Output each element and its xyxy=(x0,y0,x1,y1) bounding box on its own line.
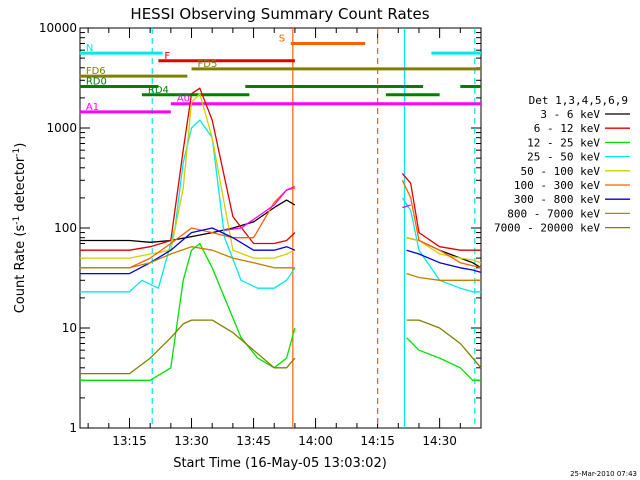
legend-label: 6 - 12 keV xyxy=(534,122,601,135)
series-line xyxy=(79,93,296,259)
flag-label: S xyxy=(279,33,285,44)
x-tick-label: 13:15 xyxy=(112,434,147,448)
y-tick-label: 10000 xyxy=(39,21,77,35)
series-line xyxy=(401,180,482,269)
legend-label: 25 - 50 keV xyxy=(527,151,600,164)
series-line xyxy=(79,87,296,251)
y-tick-labels: 1 10 100 1000 10000 xyxy=(39,21,77,435)
y-axis-label-mid: detector xyxy=(13,156,28,216)
series-line xyxy=(79,246,295,269)
y-axis-label-end: ) xyxy=(13,143,28,148)
series-line xyxy=(406,319,482,369)
legend-label: 7000 - 20000 keV xyxy=(494,222,600,235)
legend-label: 50 - 100 keV xyxy=(521,165,601,178)
flag-label: N xyxy=(86,43,93,54)
chart-title: HESSI Observing Summary Count Rates xyxy=(130,5,429,23)
y-tick-label: 1000 xyxy=(46,121,77,135)
legend-label: 800 - 7000 keV xyxy=(507,207,600,220)
series-line xyxy=(79,319,296,375)
flag-label: A1 xyxy=(86,102,99,113)
timestamp: 25-Mar-2010 07:43 xyxy=(570,470,637,478)
series-line xyxy=(406,272,481,281)
series-line xyxy=(79,227,296,275)
series-line xyxy=(79,119,296,293)
x-tick-labels: 13:15 13:30 13:45 14:00 14:15 14:30 xyxy=(112,434,457,448)
series-line xyxy=(406,249,482,274)
legend-label: 12 - 25 keV xyxy=(527,136,600,149)
x-axis-label: Start Time (16-May-05 13:03:02) xyxy=(173,456,387,471)
legend-label: 3 - 6 keV xyxy=(540,108,600,121)
flag-label: FD5 xyxy=(198,59,218,70)
y-tick-label: 100 xyxy=(54,221,77,235)
x-tick-label: 13:45 xyxy=(236,434,271,448)
legend-label: 300 - 800 keV xyxy=(514,193,600,206)
series-line xyxy=(79,242,296,381)
series-lines xyxy=(79,87,482,381)
x-tick-label: 14:15 xyxy=(360,434,395,448)
series-line xyxy=(402,204,411,209)
y-axis-label-sup1: -1 xyxy=(12,216,22,225)
flag-label: RD0 xyxy=(86,77,107,88)
y-axis-label-main: Count Rate (s xyxy=(13,225,28,314)
flag-label: FD6 xyxy=(86,66,106,77)
y-axis-label: Count Rate (s-1 detector-1) xyxy=(12,143,28,314)
legend-title: Det 1,3,4,5,6,9 xyxy=(529,94,628,107)
series-line xyxy=(406,337,481,381)
x-tick-label: 14:30 xyxy=(422,434,457,448)
flag-label: A0 xyxy=(177,94,190,105)
y-tick-label: 1 xyxy=(69,421,77,435)
series-line xyxy=(401,197,481,293)
flag-label: RD4 xyxy=(148,85,169,96)
series-line xyxy=(224,185,296,231)
series-line xyxy=(401,173,481,251)
x-tick-label: 14:00 xyxy=(298,434,333,448)
y-tick-label: 10 xyxy=(62,321,77,335)
series-line xyxy=(79,187,296,269)
x-tick-label: 13:30 xyxy=(174,434,209,448)
y-axis-label-sup2: -1 xyxy=(12,148,22,157)
axis-ticks xyxy=(80,28,482,429)
flag-label: F xyxy=(164,51,170,62)
legend-label: 100 - 300 keV xyxy=(514,179,600,192)
